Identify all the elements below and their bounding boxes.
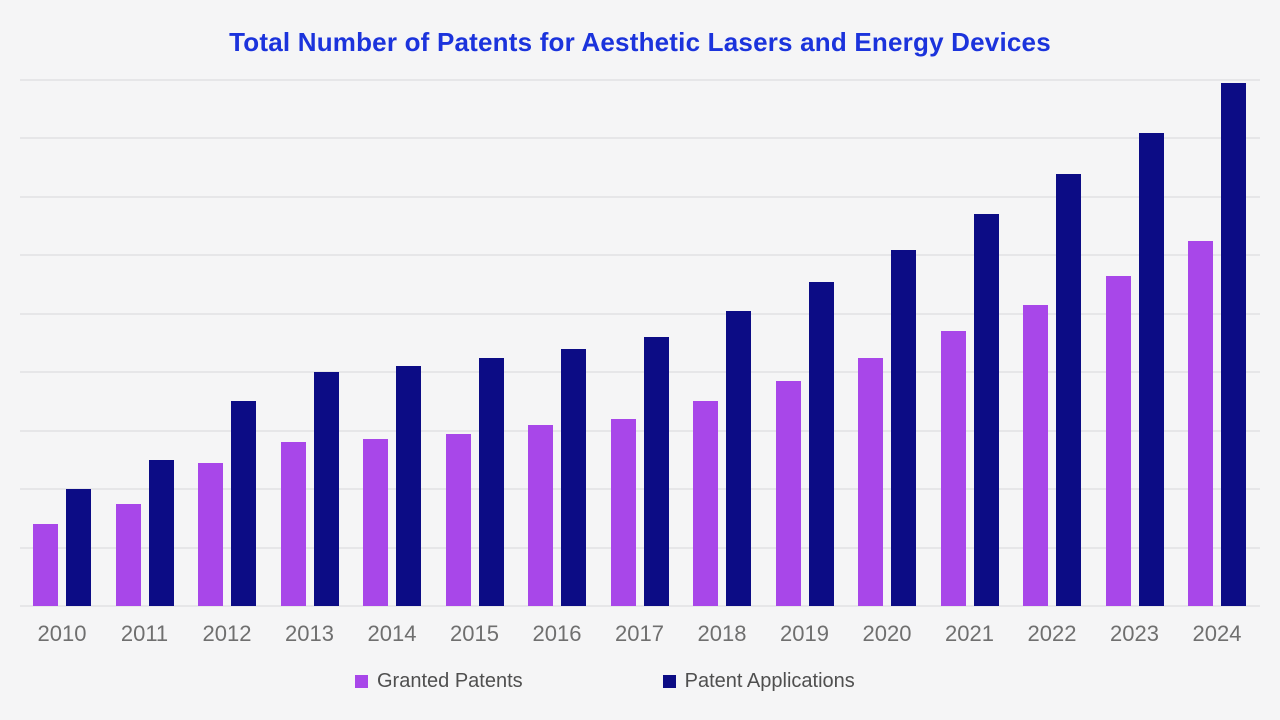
gridline bbox=[20, 371, 1260, 374]
bar-granted-patents-2019 bbox=[775, 381, 801, 606]
bar-granted-patents-2010 bbox=[33, 524, 58, 606]
bar-patent-applications-2012 bbox=[231, 401, 256, 606]
bar-granted-patents-2021 bbox=[940, 331, 966, 606]
bar-patent-applications-2015 bbox=[478, 357, 504, 606]
x-axis-label-2024: 2024 bbox=[1192, 621, 1242, 646]
bar-group-2017: 2017 bbox=[610, 80, 669, 646]
bar-group-2015: 2015 bbox=[445, 80, 504, 646]
chart-title: Total Number of Patents for Aesthetic La… bbox=[229, 27, 1051, 57]
bar-group-2023: 2023 bbox=[1105, 80, 1164, 646]
plot-area: 2010 2011 2012 2013 2014 2015 2016 2017 2018 2019… bbox=[20, 79, 1260, 646]
bar-patent-applications-2023 bbox=[1138, 132, 1164, 606]
bar-granted-patents-2011 bbox=[115, 503, 141, 606]
gridline bbox=[20, 254, 1260, 257]
x-axis-label-2010: 2010 bbox=[37, 621, 87, 646]
bar-granted-patents-2017 bbox=[610, 418, 636, 606]
bar-granted-patents-2023 bbox=[1105, 275, 1131, 606]
legend-item-granted-patents: Granted Patents bbox=[355, 670, 523, 693]
bar-group-2011: 2011 bbox=[115, 80, 174, 646]
x-axis-label-2022: 2022 bbox=[1027, 621, 1077, 646]
legend-label-patent-applications: Patent Applications bbox=[684, 670, 855, 692]
bar-group-2013: 2013 bbox=[280, 80, 339, 646]
gridline bbox=[20, 312, 1260, 315]
legend-label-granted-patents: Granted Patents bbox=[377, 670, 523, 692]
bar-patent-applications-2011 bbox=[148, 459, 174, 606]
bar-patent-applications-2014 bbox=[396, 366, 421, 606]
bar-patent-applications-2018 bbox=[726, 310, 751, 606]
bar-granted-patents-2022 bbox=[1023, 305, 1048, 606]
x-axis-label-2012: 2012 bbox=[202, 621, 252, 646]
x-axis-label-2020: 2020 bbox=[862, 621, 912, 646]
bar-group-2012: 2012 bbox=[198, 80, 256, 646]
bar-granted-patents-2020 bbox=[858, 357, 883, 606]
bar-patent-applications-2020 bbox=[891, 249, 916, 606]
legend-item-patent-applications: Patent Applications bbox=[662, 670, 855, 693]
bar-granted-patents-2018 bbox=[693, 401, 718, 606]
bar-patent-applications-2013 bbox=[313, 372, 339, 606]
bar-group-2022: 2022 bbox=[1023, 80, 1081, 646]
legend-swatch-granted-patents bbox=[355, 675, 368, 688]
gridline bbox=[20, 488, 1260, 491]
x-axis-label-2014: 2014 bbox=[367, 621, 417, 646]
bar-group-2019: 2019 bbox=[775, 80, 834, 646]
bar-patent-applications-2019 bbox=[808, 281, 834, 606]
x-axis-label-2018: 2018 bbox=[697, 621, 747, 646]
legend: Granted Patents Patent Applications bbox=[355, 670, 855, 693]
bar-granted-patents-2015 bbox=[445, 433, 471, 606]
bar-groups: 2010 2011 2012 2013 2014 2015 2016 2017 2018 2019… bbox=[20, 80, 1260, 646]
gridline bbox=[20, 195, 1260, 198]
gridline bbox=[20, 546, 1260, 549]
gridline bbox=[20, 79, 1260, 81]
bar-patent-applications-2024 bbox=[1221, 82, 1246, 606]
bar-patent-applications-2010 bbox=[66, 489, 91, 606]
bar-patent-applications-2022 bbox=[1056, 173, 1081, 606]
bar-group-2020: 2020 bbox=[858, 80, 916, 646]
x-axis-label-2016: 2016 bbox=[532, 621, 582, 646]
bar-group-2024: 2024 bbox=[1188, 80, 1246, 646]
x-axis-label-2013: 2013 bbox=[285, 621, 334, 646]
legend-swatch-patent-applications bbox=[662, 675, 676, 688]
x-axis-label-2023: 2023 bbox=[1110, 621, 1159, 646]
gridline bbox=[20, 429, 1260, 432]
bar-group-2018: 2018 bbox=[693, 80, 751, 646]
x-axis-label-2011: 2011 bbox=[120, 621, 169, 646]
bar-group-2016: 2016 bbox=[528, 80, 586, 646]
bar-group-2014: 2014 bbox=[363, 80, 421, 646]
bar-patent-applications-2016 bbox=[561, 348, 586, 606]
bar-granted-patents-2013 bbox=[280, 442, 306, 606]
x-axis-label-2021: 2021 bbox=[945, 621, 994, 646]
bar-granted-patents-2012 bbox=[198, 462, 223, 606]
bar-granted-patents-2024 bbox=[1188, 240, 1213, 606]
gridline bbox=[20, 137, 1260, 140]
gridline bbox=[20, 605, 1260, 607]
x-axis-label-2017: 2017 bbox=[615, 621, 664, 646]
bar-group-2021: 2021 bbox=[940, 80, 999, 646]
bar-patent-applications-2021 bbox=[973, 214, 999, 606]
x-axis-label-2019: 2019 bbox=[780, 621, 829, 646]
bar-patent-applications-2017 bbox=[643, 337, 669, 606]
bar-group-2010: 2010 bbox=[33, 80, 91, 646]
x-axis-label-2015: 2015 bbox=[450, 621, 499, 646]
bar-granted-patents-2016 bbox=[528, 424, 553, 606]
bar-granted-patents-2014 bbox=[363, 439, 388, 606]
